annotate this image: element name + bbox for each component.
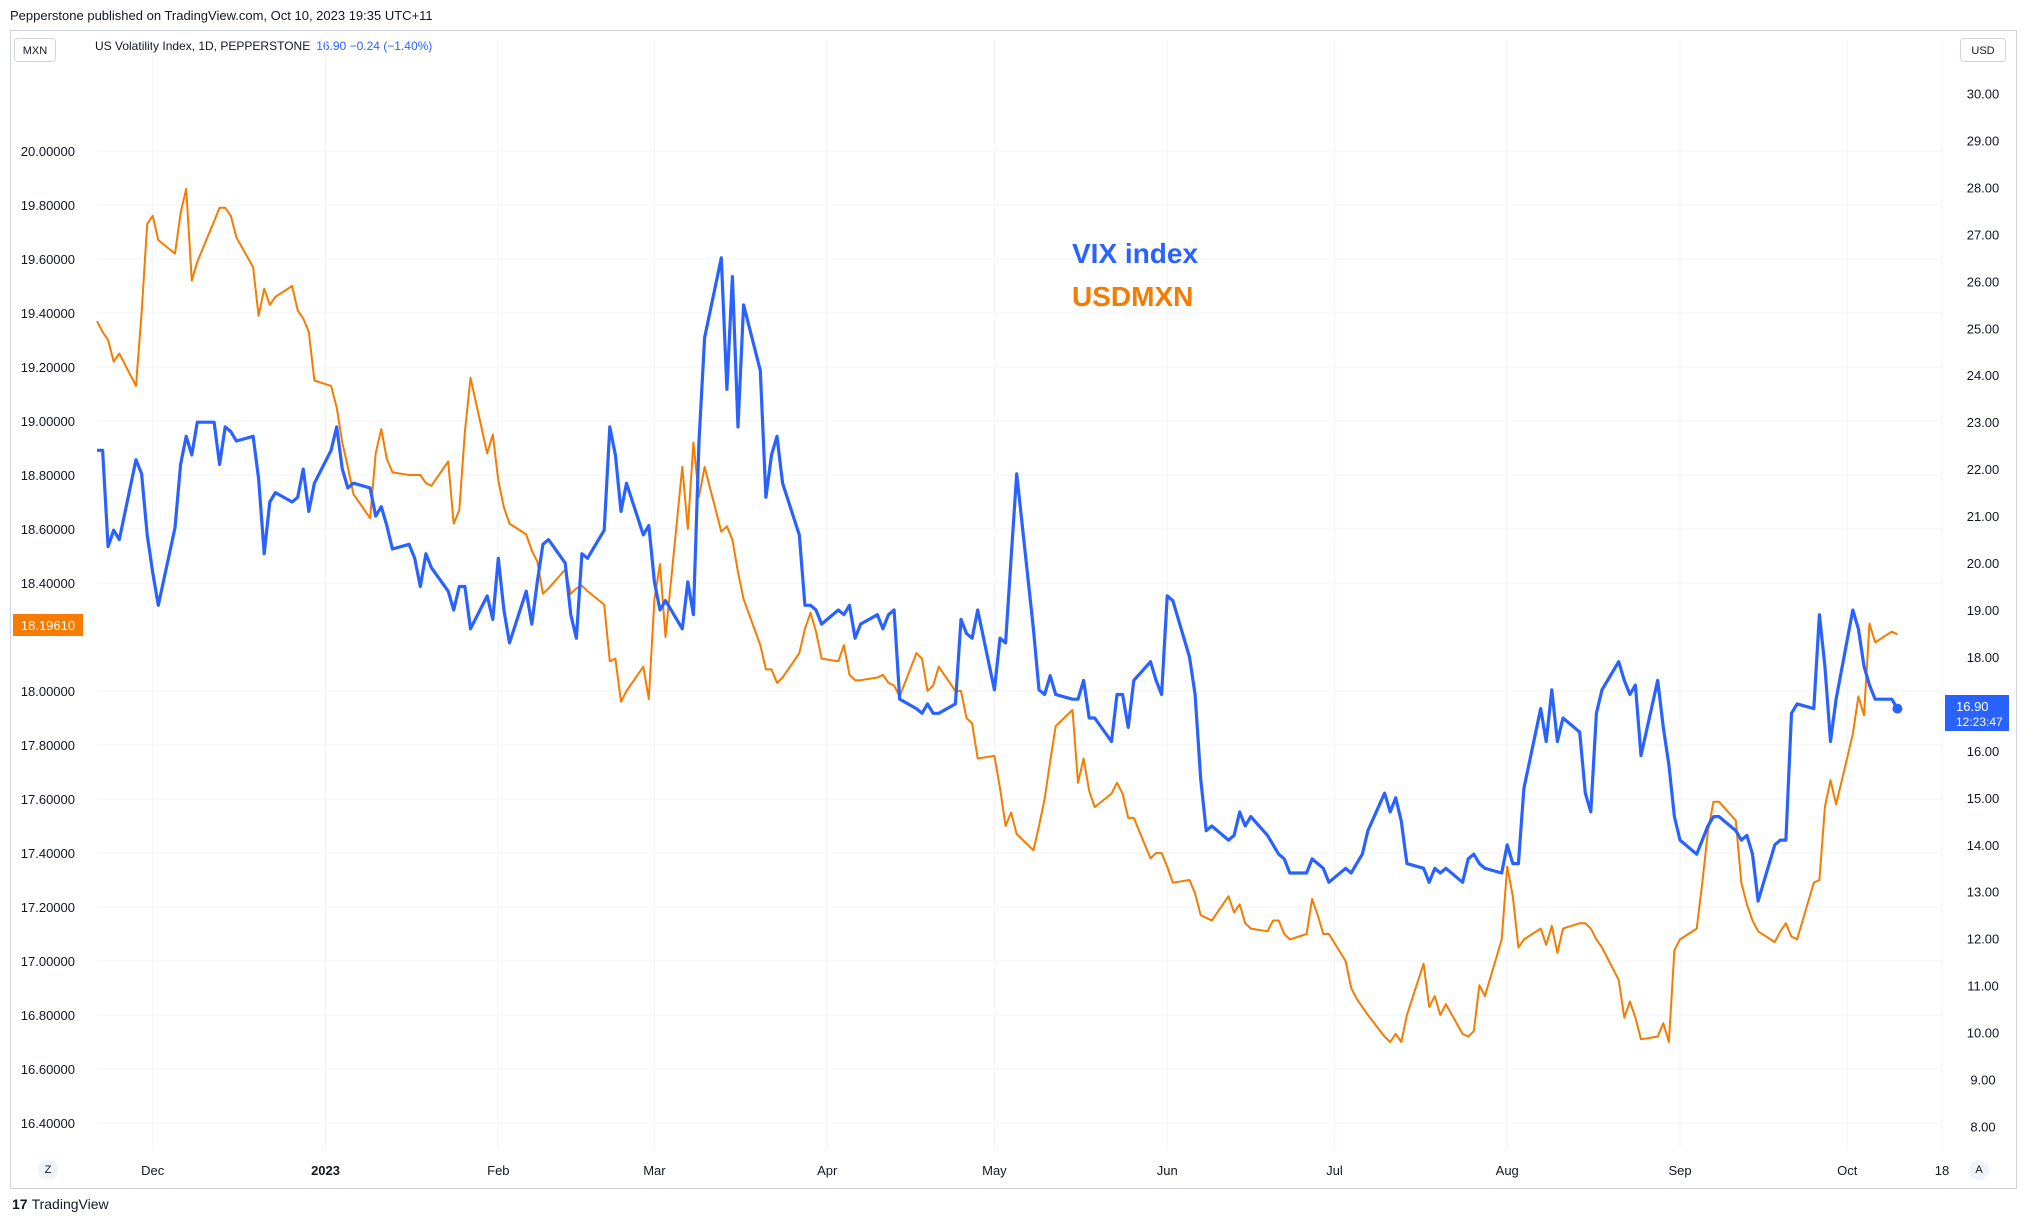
left-tick-label: 19.40000 (21, 306, 75, 321)
right-tick-label: 26.00 (1967, 274, 2000, 289)
left-tick-label: 18.00000 (21, 684, 75, 699)
x-tick-label: 18 (1935, 1163, 1949, 1178)
right-scale-button[interactable]: USD (1960, 38, 2006, 62)
left-tick-label: 17.60000 (21, 792, 75, 807)
x-tick-label: Jul (1326, 1163, 1343, 1178)
left-tick-label: 16.60000 (21, 1062, 75, 1077)
x-tick-label: Dec (141, 1163, 165, 1178)
usdmxn-last-price: 18.19610 (21, 618, 75, 633)
right-tick-label: 11.00 (1967, 979, 1999, 994)
right-tick-label: 16.00 (1967, 744, 2000, 759)
vix-line (97, 256, 1899, 903)
right-tick-label: 8.00 (1970, 1120, 1995, 1135)
left-tick-label: 16.40000 (21, 1116, 75, 1131)
x-tick-label: Feb (487, 1163, 509, 1178)
x-tick-label: Sep (1668, 1163, 1691, 1178)
x-tick-label: Aug (1496, 1163, 1519, 1178)
right-tick-label: 27.00 (1967, 227, 2000, 242)
right-tick-label: 24.00 (1967, 368, 2000, 383)
grid-lines (97, 40, 1943, 1150)
left-tick-label: 18.80000 (21, 468, 75, 483)
left-tick-label: 17.20000 (21, 900, 75, 915)
right-tick-label: 25.00 (1967, 321, 2000, 336)
x-tick-label: May (982, 1163, 1007, 1178)
right-tick-label: 29.00 (1967, 133, 2000, 148)
tradingview-logo-icon: 17 (12, 1196, 28, 1212)
right-tick-label: 13.00 (1967, 885, 2000, 900)
right-tick-label: 10.00 (1967, 1026, 2000, 1041)
time-axis: Dec 2023 Feb Mar Apr May Jun Jul Aug Sep Oct 18 (141, 1163, 1949, 1178)
left-tick-label: 17.00000 (21, 954, 75, 969)
legend-value: 16.90 −0.24 (−1.40%) (316, 39, 433, 53)
right-tick-label: 22.00 (1967, 462, 2000, 477)
right-price-axis: 30.00 29.00 28.00 27.00 26.00 25.00 24.00 23.00… (1967, 86, 2000, 1134)
legend-symbol: US Volatility Index, 1D, PEPPERSTONE (95, 39, 311, 53)
x-tick-label: Oct (1837, 1163, 1858, 1178)
tradingview-brand[interactable]: 17 TradingView (12, 1196, 109, 1212)
left-tick-label: 18.40000 (21, 576, 75, 591)
vix-last-point (1892, 703, 1903, 714)
right-tick-label: 28.00 (1967, 180, 2000, 195)
vix-countdown: 12:23:47 (1956, 715, 2003, 729)
left-tick-label: 19.80000 (21, 198, 75, 213)
right-tick-label: 30.00 (1967, 86, 2000, 101)
right-tick-label: 18.00 (1967, 650, 2000, 665)
vix-annotation: VIX index (1072, 238, 1198, 269)
left-scale-button[interactable]: MXN (14, 38, 56, 62)
right-tick-label: 20.00 (1967, 556, 2000, 571)
usdmxn-line (96, 187, 1898, 1043)
right-tick-label: 21.00 (1967, 509, 2000, 524)
x-tick-label: 2023 (311, 1163, 340, 1178)
series-lines (96, 187, 1903, 1043)
chart-frame (10, 30, 2017, 1189)
right-tick-label: 9.00 (1970, 1073, 1995, 1088)
left-price-axis: 20.00000 19.80000 19.60000 19.40000 19.20000… (21, 144, 75, 1131)
right-tick-label: 14.00 (1967, 838, 2000, 853)
right-tick-label: 15.00 (1967, 791, 2000, 806)
left-tick-label: 16.80000 (21, 1008, 75, 1023)
a-button[interactable]: A (1969, 1160, 1989, 1180)
right-tick-label: 23.00 (1967, 415, 2000, 430)
vix-price-tag: 16.90 12:23:47 (1945, 695, 2009, 731)
usdmxn-price-tag: 18.19610 (13, 614, 83, 636)
right-tick-label: 19.00 (1967, 603, 2000, 618)
left-tick-label: 18.60000 (21, 522, 75, 537)
left-tick-label: 20.00000 (21, 144, 75, 159)
left-tick-label: 19.20000 (21, 360, 75, 375)
usdmxn-annotation: USDMXN (1072, 281, 1193, 312)
left-tick-label: 19.60000 (21, 252, 75, 267)
right-tick-label: 12.00 (1967, 932, 2000, 947)
x-tick-label: Jun (1157, 1163, 1178, 1178)
brand-text: TradingView (31, 1196, 109, 1212)
z-button[interactable]: Z (38, 1160, 58, 1180)
published-caption: Pepperstone published on TradingView.com… (10, 8, 433, 23)
vix-last-price: 16.90 (1956, 699, 1989, 714)
left-tick-label: 19.00000 (21, 414, 75, 429)
x-tick-label: Apr (817, 1163, 838, 1178)
series-legend[interactable]: US Volatility Index, 1D, PEPPERSTONE 16.9… (95, 39, 432, 53)
left-tick-label: 17.80000 (21, 738, 75, 753)
x-tick-label: Mar (643, 1163, 666, 1178)
left-tick-label: 17.40000 (21, 846, 75, 861)
